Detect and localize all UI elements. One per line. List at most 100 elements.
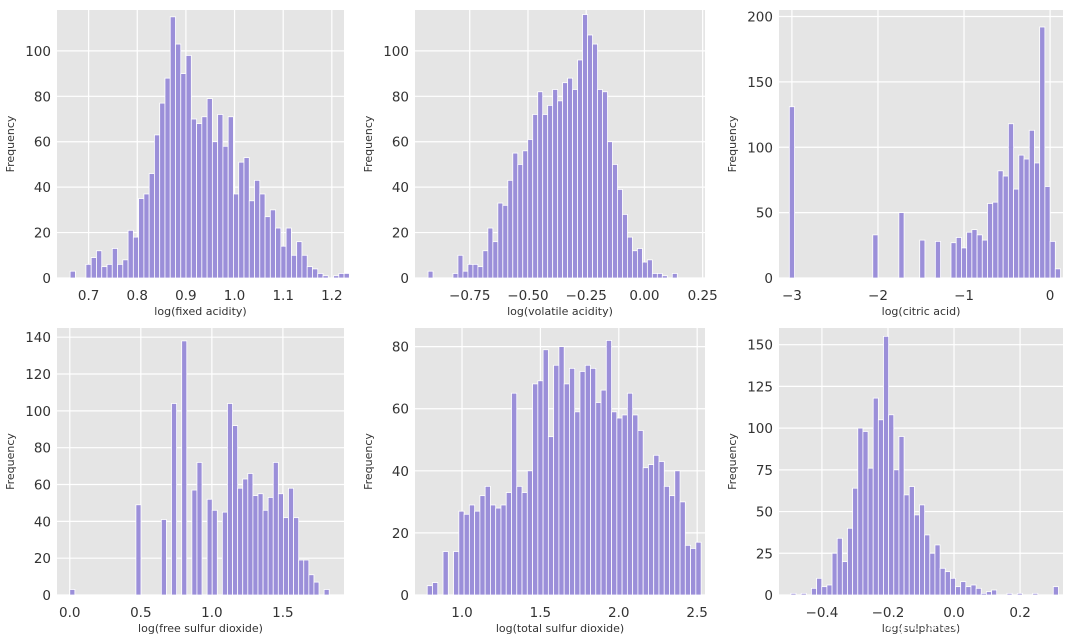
histogram-bar xyxy=(821,586,828,596)
histogram-bar xyxy=(646,259,653,279)
histogram-bar xyxy=(457,254,464,279)
histogram-bar xyxy=(658,461,665,596)
y-tick-label: 100 xyxy=(25,404,51,420)
histogram-bar xyxy=(612,164,618,279)
histogram-bar xyxy=(238,161,245,279)
histogram-bar xyxy=(185,55,192,279)
histogram-bar xyxy=(206,498,213,596)
x-tick-label: 0.0 xyxy=(59,605,80,621)
histogram-bar xyxy=(296,241,303,279)
histogram-bar xyxy=(171,403,178,596)
histogram-bar xyxy=(976,234,983,279)
histogram-bar xyxy=(671,273,678,279)
histogram-bar xyxy=(90,257,97,279)
histogram-bar xyxy=(684,544,691,596)
histogram-bar xyxy=(929,552,936,596)
y-axis-label: Frequency xyxy=(362,433,375,490)
x-axis-label: log(citric acid) xyxy=(882,305,961,318)
histogram-bar xyxy=(626,392,634,596)
y-tick-label: 150 xyxy=(747,75,773,91)
histogram-bar xyxy=(970,584,977,596)
histogram-bar xyxy=(85,263,92,279)
histogram-bar xyxy=(298,559,305,596)
x-tick-label: −0.50 xyxy=(507,288,548,304)
y-tick-label: 200 xyxy=(747,10,773,26)
histogram-bar xyxy=(275,227,282,279)
histogram-bar xyxy=(642,467,649,596)
histogram-bar xyxy=(939,567,946,596)
histogram-bar xyxy=(788,106,795,279)
histogram-bar xyxy=(442,551,449,596)
histogram-bar xyxy=(622,214,628,279)
histogram-bar xyxy=(579,371,586,596)
histogram-bar xyxy=(462,270,469,279)
histogram-bar xyxy=(1006,592,1013,596)
y-tick-label: 40 xyxy=(392,464,409,480)
x-tick-label: 0.25 xyxy=(688,288,718,304)
histogram-bar xyxy=(690,548,697,596)
x-tick-label: 2.0 xyxy=(608,605,629,621)
histogram-bar xyxy=(553,364,560,596)
x-tick-label: −0.25 xyxy=(566,288,607,304)
x-axis-label: log(fixed acidity) xyxy=(154,305,246,318)
histogram-panel-1: 0.7 0.8 0.9 1.0 1.1 1.2 0 20 40 60 80 100 log(fixed … xyxy=(4,10,350,318)
y-tick-label: 0 xyxy=(400,271,409,287)
histogram-bar xyxy=(111,248,118,279)
histogram-bar xyxy=(790,592,797,596)
histogram-bar xyxy=(243,157,250,279)
histogram-bar xyxy=(637,430,644,596)
histogram-bar xyxy=(600,389,607,596)
histogram-bar xyxy=(607,141,613,279)
histogram-bar xyxy=(567,77,574,279)
y-tick-label: 100 xyxy=(747,421,773,437)
histogram-bar xyxy=(474,510,481,596)
y-axis-label: Frequency xyxy=(4,115,17,172)
histogram-bar xyxy=(211,141,219,279)
y-tick-label: 75 xyxy=(756,463,773,479)
histogram-bar xyxy=(472,263,479,279)
histogram-bar xyxy=(547,104,554,279)
y-tick-label: 40 xyxy=(392,180,409,196)
y-axis-label: Frequency xyxy=(4,433,17,490)
histogram-bar xyxy=(587,34,593,279)
y-axis-label: Frequency xyxy=(726,433,739,490)
histogram-bar xyxy=(122,259,129,279)
histogram-bar xyxy=(616,417,623,596)
histogram-bar xyxy=(542,114,549,279)
histogram-bar xyxy=(175,43,182,279)
histogram-bar xyxy=(563,383,570,596)
y-tick-label: 150 xyxy=(747,338,773,354)
x-axis-label: log(sulphates) xyxy=(882,622,961,635)
x-tick-label: 2.5 xyxy=(686,605,707,621)
histogram-bar xyxy=(453,551,460,596)
histogram-bar xyxy=(893,469,900,596)
histogram-bar xyxy=(338,273,345,279)
histogram-bar xyxy=(521,492,528,596)
histogram-bar xyxy=(971,229,978,279)
histogram-bar xyxy=(180,73,187,279)
histogram-bar xyxy=(632,414,639,596)
histogram-bar xyxy=(1054,268,1061,279)
histogram-bar xyxy=(532,114,539,279)
histogram-bar xyxy=(191,489,198,596)
histogram-bar xyxy=(154,134,161,279)
y-tick-label: 25 xyxy=(756,546,773,562)
histogram-bar xyxy=(479,495,486,596)
histogram-bar xyxy=(190,118,197,279)
y-tick-label: 40 xyxy=(34,180,51,196)
histogram-bar xyxy=(452,273,459,279)
x-tick-label: 0 xyxy=(1046,288,1055,304)
histogram-bar xyxy=(584,364,591,596)
histogram-bar xyxy=(611,411,618,596)
histogram-bar xyxy=(602,91,608,279)
histogram-bar xyxy=(517,164,524,279)
histogram-bar xyxy=(247,473,254,596)
histogram-bar xyxy=(1039,26,1046,279)
histogram-bar xyxy=(542,349,549,596)
x-axis-label: log(free sulfur dioxide) xyxy=(138,622,263,635)
histogram-bar xyxy=(597,89,603,279)
histogram-bar xyxy=(632,250,638,279)
histogram-bar xyxy=(919,239,926,279)
histogram-bar xyxy=(980,592,987,596)
histogram-bar xyxy=(987,203,994,279)
